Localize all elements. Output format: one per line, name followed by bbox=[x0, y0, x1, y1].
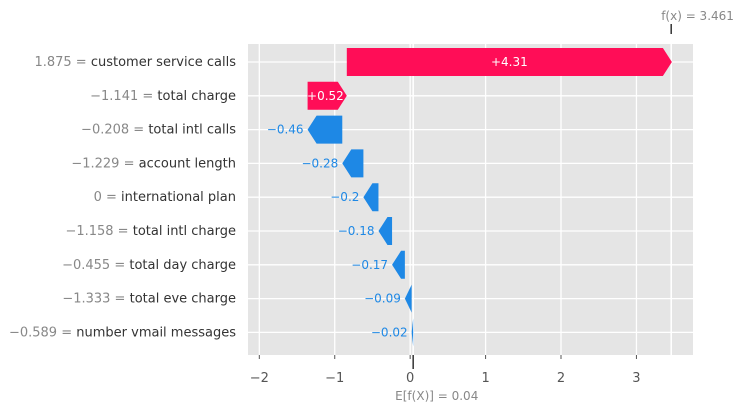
feature-name: total charge bbox=[157, 88, 236, 103]
output-value-marker: f(x) = 3.461 bbox=[661, 9, 734, 34]
contribution-label: −0.02 bbox=[371, 325, 408, 339]
feature-label: −0.455 = total day charge bbox=[62, 257, 236, 272]
negative-contribution-bar bbox=[378, 217, 393, 245]
contribution-label: −0.28 bbox=[301, 156, 338, 170]
contribution-label: −0.2 bbox=[330, 190, 359, 204]
contribution-bars: +4.31 +0.52 −0.46 −0.28 −0.2 −0.18 −0.17 −0.09 −… bbox=[267, 48, 672, 347]
contribution-label: −0.09 bbox=[364, 292, 401, 306]
feature-value: −1.158 = bbox=[65, 224, 132, 239]
x-tick-label: 2 bbox=[557, 371, 565, 386]
feature-label: −0.208 = total intl calls bbox=[81, 122, 236, 137]
feature-label: −1.158 = total intl charge bbox=[65, 224, 236, 239]
negative-contribution-bar bbox=[363, 183, 379, 212]
contribution-label: −0.46 bbox=[267, 123, 304, 137]
contribution-label: −0.17 bbox=[351, 258, 388, 272]
feature-label: −0.589 = number vmail messages bbox=[9, 325, 236, 340]
output-value-label: f(x) = 3.461 bbox=[661, 9, 734, 23]
negative-contribution-bar bbox=[307, 115, 343, 144]
negative-contribution-bar bbox=[392, 250, 405, 279]
x-tick-label: 3 bbox=[632, 371, 640, 386]
feature-label: −1.333 = total eve charge bbox=[62, 291, 236, 306]
feature-label: −1.141 = total charge bbox=[90, 88, 236, 103]
base-value-label: E[f(X)] = 0.04 bbox=[395, 389, 478, 403]
negative-contribution-bar bbox=[342, 149, 364, 178]
feature-name: account length bbox=[139, 156, 236, 171]
x-axis: −2 −1 0 1 2 3 bbox=[250, 355, 641, 386]
feature-name: customer service calls bbox=[91, 55, 236, 70]
feature-value: −1.333 = bbox=[62, 291, 129, 306]
x-tick-label: −2 bbox=[250, 371, 269, 386]
contribution-label: +4.31 bbox=[491, 55, 528, 69]
feature-name: total day charge bbox=[129, 257, 236, 272]
feature-labels: 1.875 = customer service calls −1.141 = t… bbox=[9, 55, 236, 340]
feature-label: −1.229 = account length bbox=[71, 156, 236, 171]
positive-contribution-bar bbox=[307, 81, 347, 110]
contribution-label: −0.18 bbox=[338, 224, 375, 238]
feature-value: −1.141 = bbox=[90, 88, 157, 103]
x-tick-label: −1 bbox=[325, 371, 344, 386]
positive-contribution-bar bbox=[346, 48, 672, 76]
feature-value: −0.589 = bbox=[9, 325, 76, 340]
feature-label: 0 = international plan bbox=[94, 190, 236, 205]
feature-value: −1.229 = bbox=[71, 156, 138, 171]
feature-value: 1.875 = bbox=[34, 55, 90, 70]
negative-contribution-bar bbox=[404, 284, 412, 313]
feature-name: total intl calls bbox=[148, 122, 236, 137]
feature-name: number vmail messages bbox=[76, 325, 236, 340]
base-value-marker: E[f(X)] = 0.04 bbox=[395, 355, 478, 403]
contribution-label: +0.52 bbox=[307, 89, 344, 103]
x-tick-label: 1 bbox=[481, 371, 489, 386]
feature-name: international plan bbox=[121, 190, 236, 205]
x-tick-label: 0 bbox=[406, 371, 414, 386]
feature-label: 1.875 = customer service calls bbox=[34, 55, 236, 70]
feature-value: 0 = bbox=[94, 190, 121, 205]
feature-value: −0.455 = bbox=[62, 257, 129, 272]
negative-contribution-bar bbox=[411, 318, 414, 347]
feature-name: total intl charge bbox=[133, 224, 236, 239]
feature-value: −0.208 = bbox=[81, 122, 148, 137]
feature-name: total eve charge bbox=[130, 291, 236, 306]
